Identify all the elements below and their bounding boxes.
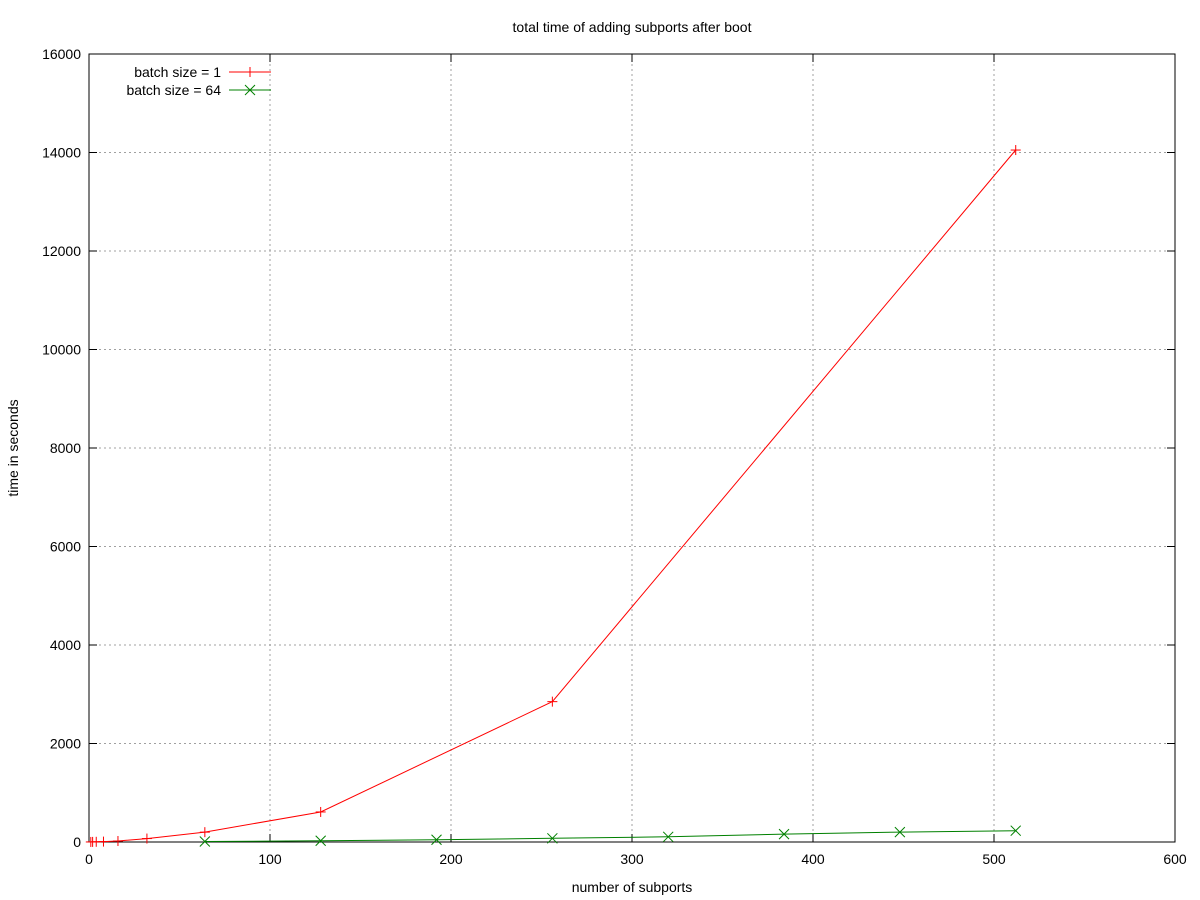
- marker-stroke: [199, 836, 211, 847]
- data-point: [1010, 825, 1022, 837]
- data-point: [662, 831, 674, 843]
- data-point: [778, 828, 790, 840]
- marker-stroke: [894, 826, 906, 838]
- y-tick-label: 10000: [42, 342, 81, 358]
- data-point: [199, 827, 210, 838]
- legend-entry-2: batch size = 64: [126, 82, 271, 98]
- series-2: [199, 825, 1022, 847]
- chart-title: total time of adding subports after boot: [513, 19, 752, 35]
- x-axis-label: number of subports: [572, 879, 693, 895]
- x-tick-label: 500: [982, 851, 1006, 867]
- x-tick-label: 200: [439, 851, 463, 867]
- marker-stroke: [1010, 825, 1022, 837]
- x-tick-label: 100: [258, 851, 282, 867]
- data-point: [547, 696, 558, 707]
- marker-stroke: [244, 84, 256, 96]
- y-tick-label: 14000: [42, 145, 81, 161]
- x-tick-label: 0: [85, 851, 93, 867]
- data-point: [141, 833, 152, 844]
- marker-stroke: [778, 828, 790, 840]
- legend-marker: [244, 84, 256, 96]
- x-tick-label: 600: [1163, 851, 1187, 867]
- data-point: [547, 832, 558, 844]
- marker-stroke: [662, 831, 674, 843]
- data-point: [431, 834, 442, 846]
- y-tick-label: 4000: [50, 637, 81, 653]
- y-axis-label: time in seconds: [5, 399, 21, 496]
- x-tick-label: 400: [801, 851, 825, 867]
- data-point: [1010, 145, 1021, 156]
- plot-border: [88, 53, 1176, 843]
- series-1: [85, 145, 1021, 847]
- legend-label: batch size = 1: [134, 64, 221, 80]
- legend: batch size = 1 batch size = 64: [126, 64, 271, 98]
- data-point: [98, 836, 109, 847]
- marker-stroke: [547, 832, 558, 844]
- axis-ticks: 0 100 200 300 400 500 600020004000600080001000…: [42, 46, 1187, 867]
- x-tick-label: 300: [620, 851, 644, 867]
- marker-stroke: [431, 834, 442, 846]
- y-tick-label: 2000: [50, 736, 81, 752]
- y-tick-label: 6000: [50, 539, 81, 555]
- series-line: [90, 149, 1017, 843]
- data-point: [112, 836, 123, 847]
- data-series: [85, 145, 1022, 847]
- legend-entry-1: batch size = 1: [134, 64, 271, 80]
- data-point: [894, 826, 906, 838]
- marker-stroke: [315, 835, 327, 847]
- legend-marker: [245, 67, 255, 77]
- y-tick-label: 16000: [42, 46, 81, 62]
- data-point: [315, 835, 327, 847]
- y-tick-label: 12000: [42, 243, 81, 259]
- data-point: [315, 806, 326, 817]
- grid-lines: [89, 54, 1175, 842]
- series-line: [204, 830, 1016, 842]
- data-point: [199, 836, 211, 847]
- legend-label: batch size = 64: [126, 82, 221, 98]
- y-tick-label: 0: [73, 834, 81, 850]
- y-tick-label: 8000: [50, 440, 81, 456]
